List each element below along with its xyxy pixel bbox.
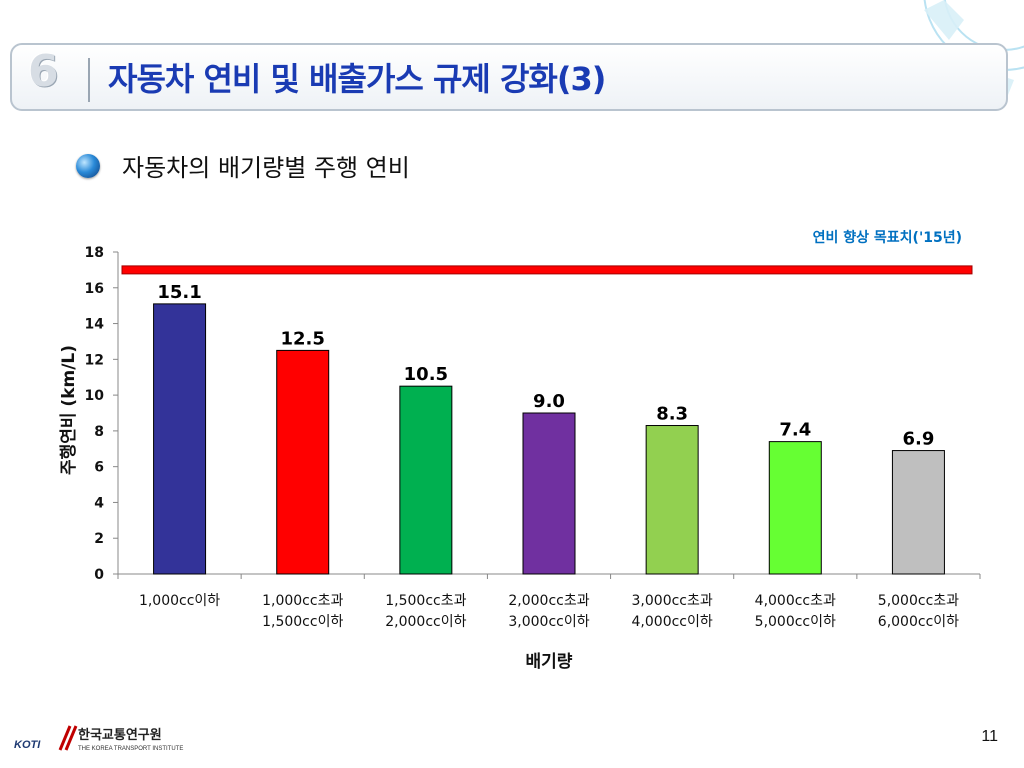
chart-subtitle: 자동차의 배기량별 주행 연비 — [122, 154, 410, 182]
logo-korean: 한국교통연구원 — [78, 727, 162, 743]
page-number: 11 — [981, 728, 998, 745]
data-label: 9.0 — [533, 391, 565, 412]
x-axis-title: 배기량 — [526, 652, 573, 672]
y-tick-label: 4 — [94, 495, 104, 511]
bar — [276, 349, 330, 575]
bar — [399, 385, 453, 575]
bar — [153, 303, 207, 575]
x-tick-label: 4,000cc이하 — [632, 614, 713, 630]
x-tick-label: 4,000cc초과 — [755, 593, 836, 609]
slide-title: 자동차 연비 및 배출가스 규제 강화(3) — [108, 60, 606, 98]
y-tick-label: 10 — [85, 388, 105, 404]
x-tick-label: 1,500cc이하 — [262, 614, 343, 630]
x-tick-label: 3,000cc이하 — [508, 614, 589, 630]
x-tick-label: 5,000cc이하 — [755, 614, 836, 630]
x-tick-label: 3,000cc초과 — [632, 593, 713, 609]
section-number: 6 — [28, 46, 59, 97]
y-tick-label: 2 — [94, 531, 104, 547]
x-tick-label: 1,500cc초과 — [385, 593, 466, 609]
y-tick-label: 12 — [85, 352, 104, 368]
x-tick-label: 2,000cc초과 — [508, 593, 589, 609]
logo-english: THE KOREA TRANSPORT INSTITUTE — [78, 746, 183, 752]
y-axis-title: 주행연비 (km/L) — [59, 345, 79, 475]
logo-mark: KOTI — [14, 739, 41, 751]
x-tick-label: 5,000cc초과 — [878, 593, 959, 609]
y-tick-label: 6 — [94, 460, 104, 476]
title-separator — [88, 58, 90, 102]
data-label: 10.5 — [404, 364, 448, 385]
y-tick-label: 14 — [85, 317, 105, 333]
data-label: 7.4 — [779, 420, 811, 441]
y-tick-label: 8 — [94, 424, 104, 440]
bar — [768, 441, 822, 575]
y-tick-label: 16 — [85, 281, 104, 297]
x-tick-label: 2,000cc이하 — [385, 614, 466, 630]
bar — [522, 412, 576, 575]
koti-logo: KOTI 한국교통연구원 THE KOREA TRANSPORT INSTITU… — [14, 725, 183, 752]
bullet-icon — [76, 154, 100, 178]
data-label: 6.9 — [902, 429, 934, 450]
x-tick-label: 6,000cc이하 — [878, 614, 959, 630]
target-line — [121, 265, 973, 275]
y-tick-label: 18 — [85, 245, 104, 261]
x-tick-label: 1,000cc이하 — [139, 593, 220, 609]
bar — [645, 425, 699, 575]
x-tick-label: 1,000cc초과 — [262, 593, 343, 609]
data-label: 12.5 — [281, 328, 325, 349]
data-label: 8.3 — [656, 404, 688, 425]
y-tick-label: 0 — [94, 567, 104, 583]
data-label: 15.1 — [157, 282, 201, 303]
target-line-label: 연비 향상 목표치('15년) — [813, 229, 962, 246]
bar-chart: 0 2 4 6 8 10 12 14 16 18 15.1 1,000cc이하 12.5 1,000cc초… — [59, 229, 981, 672]
bar — [891, 450, 945, 575]
title-bar — [10, 43, 1008, 111]
